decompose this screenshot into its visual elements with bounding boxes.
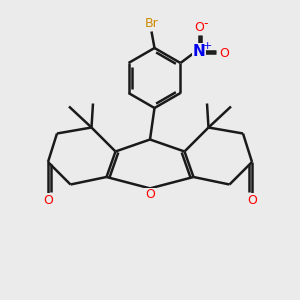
Text: O: O [145,188,155,202]
Text: O: O [219,46,229,60]
Text: Br: Br [145,17,158,31]
Text: -: - [203,17,208,31]
Text: O: O [194,21,204,34]
Text: +: + [203,41,212,51]
Text: N: N [193,44,206,59]
Text: O: O [43,194,53,207]
Text: O: O [247,194,257,207]
